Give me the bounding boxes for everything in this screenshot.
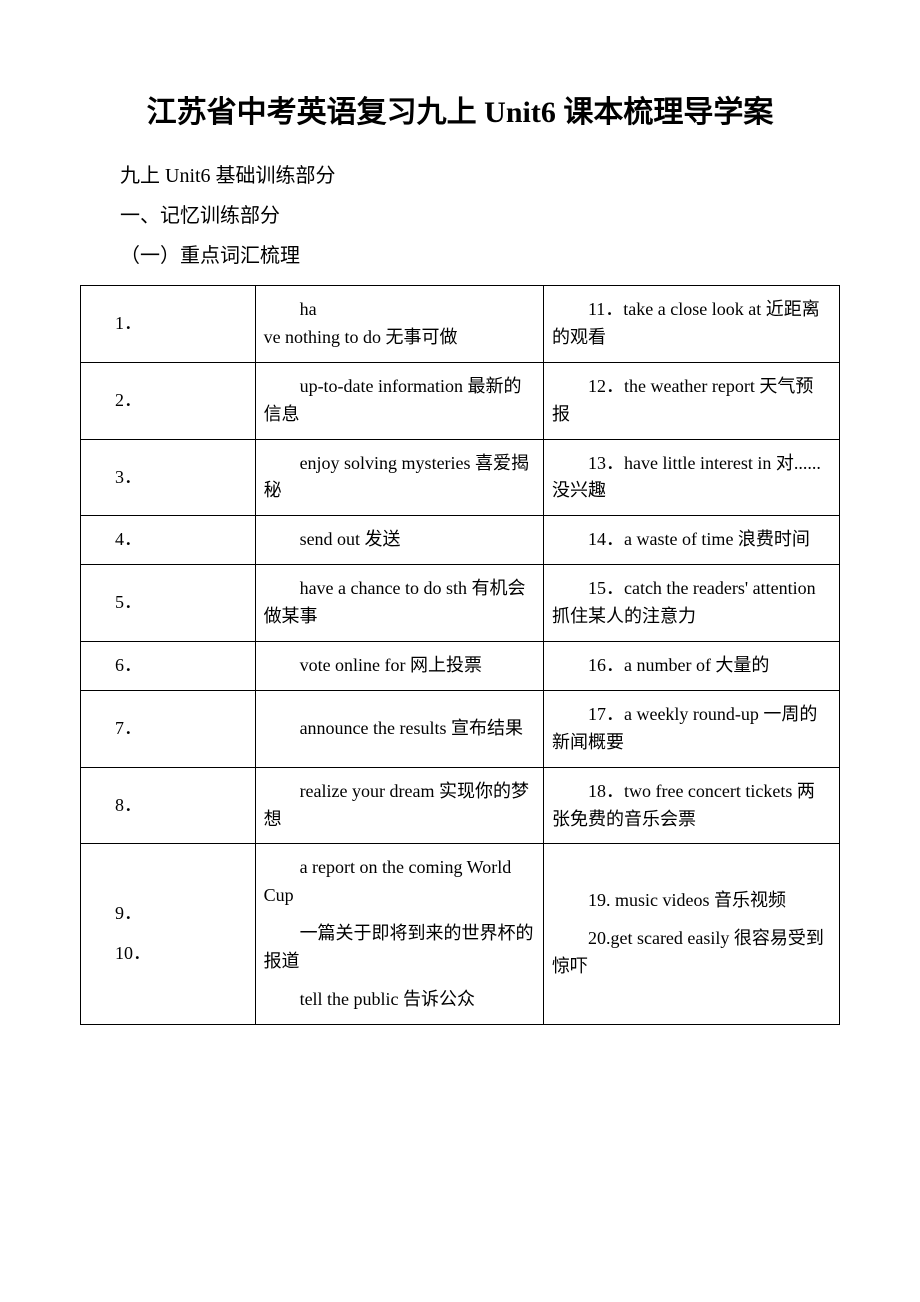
- row-number-9: 9．: [115, 900, 247, 928]
- row-right-text: 15．catch the readers' attention 抓住某人的注意力: [552, 575, 831, 631]
- table-row: 1． ha ve nothing to do 无事可做 11．take a cl…: [81, 286, 840, 363]
- row-right: 15．catch the readers' attention 抓住某人的注意力: [543, 565, 839, 642]
- table-row: 2． up-to-date information 最新的信息 12．the w…: [81, 362, 840, 439]
- row-number-10: 10．: [115, 940, 247, 968]
- row-mid: vote online for 网上投票: [255, 642, 543, 691]
- row-right: 14．a waste of time 浪费时间: [543, 516, 839, 565]
- row-mid-text: announce the results 宣布结果: [264, 715, 535, 743]
- row-mid: ha ve nothing to do 无事可做: [255, 286, 543, 363]
- row-mid-text: up-to-date information 最新的信息: [264, 373, 535, 429]
- row-mid-text: vote online for 网上投票: [264, 652, 535, 680]
- intro-line-2: 一、记忆训练部分: [80, 197, 840, 235]
- row-right: 12．the weather report 天气预报: [543, 362, 839, 439]
- row-right-text: 12．the weather report 天气预报: [552, 373, 831, 429]
- table-row: 6． vote online for 网上投票 16．a number of 大…: [81, 642, 840, 691]
- row-right-text: 16．a number of 大量的: [552, 652, 831, 680]
- row-mid: up-to-date information 最新的信息: [255, 362, 543, 439]
- row-right-text: 11．take a close look at 近距离的观看: [552, 296, 831, 352]
- row-number: 6．: [81, 642, 256, 691]
- row-right-p2: 20.get scared easily 很容易受到惊吓: [552, 925, 831, 981]
- row-right: 11．take a close look at 近距离的观看: [543, 286, 839, 363]
- intro-line-1: 九上 Unit6 基础训练部分: [80, 157, 840, 195]
- row-mid: announce the results 宣布结果: [255, 690, 543, 767]
- row-mid: a report on the coming World Cup 一篇关于即将到…: [255, 844, 543, 1024]
- table-row: 5． have a chance to do sth 有机会做某事 15．cat…: [81, 565, 840, 642]
- row-number: 8．: [81, 767, 256, 844]
- row-number: 5．: [81, 565, 256, 642]
- row-mid-text: send out 发送: [264, 526, 535, 554]
- page-title: 江苏省中考英语复习九上 Unit6 课本梳理导学案: [80, 90, 840, 135]
- vocab-table: 1． ha ve nothing to do 无事可做 11．take a cl…: [80, 285, 840, 1025]
- row-number: 1．: [81, 286, 256, 363]
- row-right: 13．have little interest in 对......没兴趣: [543, 439, 839, 516]
- row-number: 7．: [81, 690, 256, 767]
- row-mid-p1: a report on the coming World Cup: [264, 854, 535, 910]
- row-right-text: 17．a weekly round-up 一周的新闻概要: [552, 701, 831, 757]
- intro-line-3: （一）重点词汇梳理: [80, 237, 840, 275]
- row-right: 18．two free concert tickets 两张免费的音乐会票: [543, 767, 839, 844]
- row-right-text: 18．two free concert tickets 两张免费的音乐会票: [552, 778, 831, 834]
- row-number: 2．: [81, 362, 256, 439]
- row-number: 4．: [81, 516, 256, 565]
- row-right: 16．a number of 大量的: [543, 642, 839, 691]
- row-right: 19. music videos 音乐视频 20.get scared easi…: [543, 844, 839, 1024]
- row-mid-text: have a chance to do sth 有机会做某事: [264, 575, 535, 631]
- row-mid: send out 发送: [255, 516, 543, 565]
- row-number: 9． 10．: [81, 844, 256, 1024]
- row-mid: have a chance to do sth 有机会做某事: [255, 565, 543, 642]
- row-mid-text: realize your dream 实现你的梦想: [264, 778, 535, 834]
- row-mid-p3: tell the public 告诉公众: [264, 986, 535, 1014]
- row-mid: realize your dream 实现你的梦想: [255, 767, 543, 844]
- row-right-text: 14．a waste of time 浪费时间: [552, 526, 831, 554]
- row-right: 17．a weekly round-up 一周的新闻概要: [543, 690, 839, 767]
- row-mid: enjoy solving mysteries 喜爱揭秘: [255, 439, 543, 516]
- row-right-text: 13．have little interest in 对......没兴趣: [552, 450, 831, 506]
- row-number: 3．: [81, 439, 256, 516]
- row-right-p1: 19. music videos 音乐视频: [552, 887, 831, 915]
- table-row: 4． send out 发送 14．a waste of time 浪费时间: [81, 516, 840, 565]
- row-mid-text: enjoy solving mysteries 喜爱揭秘: [264, 450, 535, 506]
- row-mid-p2: 一篇关于即将到来的世界杯的报道: [264, 920, 535, 976]
- row-mid-b: ve nothing to do 无事可做: [264, 327, 458, 347]
- table-row: 7． announce the results 宣布结果 17．a weekly…: [81, 690, 840, 767]
- table-row: 3． enjoy solving mysteries 喜爱揭秘 13．have …: [81, 439, 840, 516]
- table-row: 8． realize your dream 实现你的梦想 18．two free…: [81, 767, 840, 844]
- row-mid-a: ha: [264, 296, 535, 324]
- table-row: 9． 10． a report on the coming World Cup …: [81, 844, 840, 1024]
